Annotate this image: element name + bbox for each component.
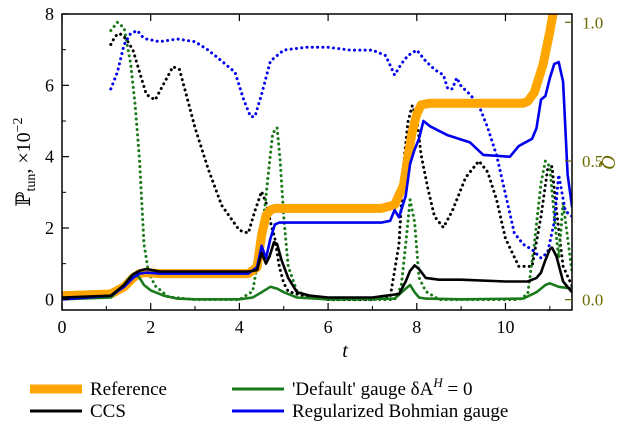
y-left-label-suffix: , ×10 <box>13 132 35 173</box>
y-left-label-sup: −2 <box>11 117 26 132</box>
y-axis-left-label: ℙtun, ×10−2 <box>11 117 39 206</box>
x-tick-label: 4 <box>235 317 244 337</box>
y-axis-left: 0 2 4 6 8 <box>45 4 69 309</box>
plot-frame <box>61 13 573 311</box>
x-tick-label: 0 <box>58 317 67 337</box>
default-prob-line <box>62 272 572 301</box>
x-tick-label: 10 <box>496 317 514 337</box>
y-axis-right: 0.0 0.5 1.0 <box>565 13 603 310</box>
y-left-label-main: ℙ <box>13 192 35 207</box>
y-axis-right-label: Q <box>597 155 619 170</box>
y-left-tick-label: 8 <box>45 4 54 24</box>
x-tick-label: 6 <box>324 317 333 337</box>
y-left-tick-label: 4 <box>45 147 54 167</box>
y-left-label-sub: tun <box>24 174 39 192</box>
y-right-tick-label: 0.5 <box>582 152 603 171</box>
series-layer <box>62 14 572 302</box>
bohm-prob-line <box>62 60 572 301</box>
legend-label-default: 'Default' gauge δAH = 0 <box>292 375 472 400</box>
y-left-tick-label: 0 <box>45 289 54 309</box>
bohm-q-dotted-line <box>109 29 572 260</box>
legend-label-ccs: CCS <box>90 401 126 422</box>
default-q-dotted-line <box>109 20 572 302</box>
x-axis: 0 2 4 6 8 10 <box>58 14 551 337</box>
ccs-prob-line <box>62 240 572 299</box>
ccs-q-dotted-line <box>109 31 572 302</box>
x-axis-label: t <box>342 340 348 362</box>
legend-label-bohm: Regularized Bohmian gauge <box>292 401 508 422</box>
y-left-tick-label: 6 <box>45 75 54 95</box>
y-left-tick-label: 2 <box>45 218 54 238</box>
y-right-tick-label: 1.0 <box>582 13 603 32</box>
legend-label-reference: Reference <box>90 379 167 400</box>
y-right-tick-label: 0.0 <box>582 291 603 310</box>
x-tick-label: 2 <box>146 317 155 337</box>
x-tick-label: 8 <box>412 317 421 337</box>
